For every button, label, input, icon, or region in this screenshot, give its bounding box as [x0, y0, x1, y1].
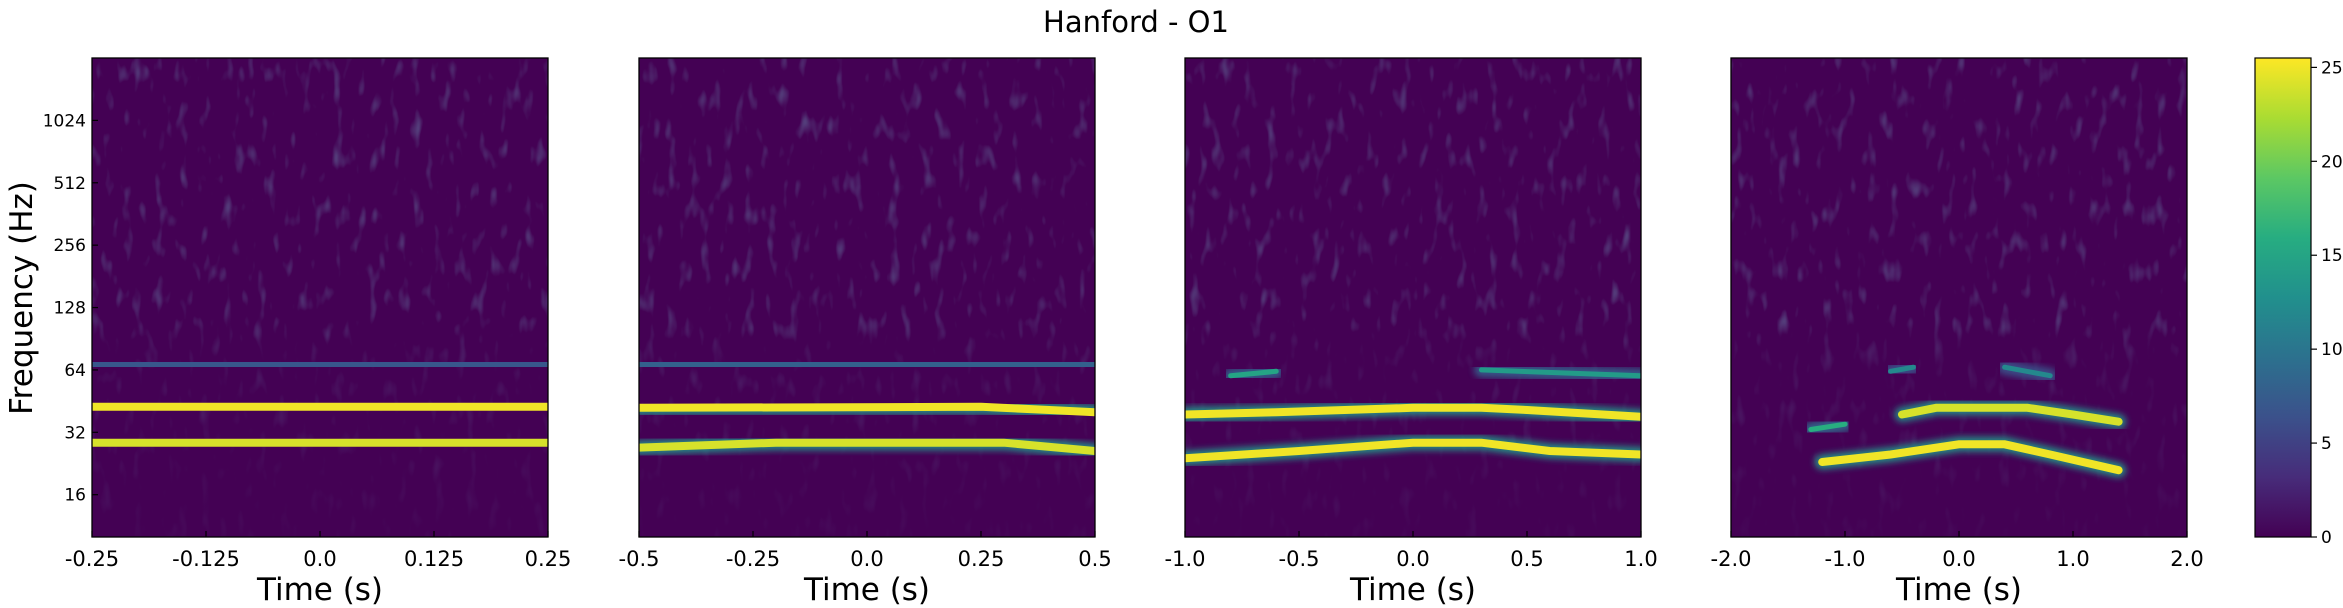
y-tick-label: 128	[54, 299, 86, 319]
colorbar-tick-label: 0	[2321, 528, 2332, 548]
panels-group: -0.25 -0.125 0.0 0.125 0.25 Time (s) 16 32 64 128…	[43, 57, 2204, 608]
x-tick-label: 0.0	[1396, 547, 1429, 571]
colorbar-tick-label: 15	[2321, 246, 2343, 266]
signal-band	[1818, 440, 2123, 475]
x-tick-label: -1.0	[1825, 547, 1866, 571]
x-tick-label: 1.0	[1624, 547, 1657, 571]
x-axis-label: Time (s)	[803, 572, 930, 608]
figure-title: Hanford - O1	[1043, 5, 1229, 39]
colorbar-gradient	[2254, 57, 2312, 538]
colorbar-tick-label: 10	[2321, 340, 2343, 360]
y-tick-label: 32	[64, 423, 86, 443]
x-tick-label: 1.0	[2056, 547, 2089, 571]
x-tick-label: -0.25	[65, 547, 119, 571]
low-frequency-fade	[1731, 58, 2187, 537]
x-axis-label: Time (s)	[256, 572, 383, 608]
x-tick-label: -0.5	[1279, 547, 1320, 571]
x-tick-label: -1.0	[1165, 547, 1206, 571]
y-axis-label: Frequency (Hz)	[4, 181, 40, 415]
x-tick-label: 0.25	[525, 547, 572, 571]
x-axis-label: Time (s)	[1349, 572, 1476, 608]
x-tick-label: 0.0	[1942, 547, 1975, 571]
signal-band	[2002, 364, 2053, 379]
x-tick-label: 2.0	[2170, 547, 2203, 571]
spectrogram-panel-1: -0.25 -0.125 0.0 0.125 0.25 Time (s) 16 32 64 128…	[43, 57, 572, 608]
signal-band	[639, 438, 1095, 455]
x-tick-label: -0.25	[726, 547, 780, 571]
colorbar-tick-label: 20	[2321, 152, 2343, 172]
colorbar: 0 5 10 15 20 25	[2254, 57, 2343, 548]
x-tick-label: 0.0	[850, 547, 883, 571]
spectrogram-panel-3: -1.0 -0.5 0.0 0.5 1.0 Time (s)	[1165, 57, 1658, 608]
spectrogram-panel-4: -2.0 -1.0 0.0 1.0 2.0 Time (s)	[1711, 57, 2204, 608]
x-tick-label: 0.25	[958, 547, 1005, 571]
signal-band	[1888, 364, 1916, 374]
signal-band	[1228, 368, 1279, 379]
signal-band	[639, 402, 1095, 417]
y-tick-label: 16	[64, 486, 86, 506]
x-tick-label: -0.125	[172, 547, 240, 571]
x-tick-label: 0.0	[303, 547, 336, 571]
y-tick-label: 256	[54, 236, 86, 256]
spectrogram-panel-2: -0.5 -0.25 0.0 0.25 0.5 Time (s)	[619, 57, 1112, 608]
low-frequency-fade	[92, 58, 548, 537]
x-tick-label: 0.125	[404, 547, 464, 571]
low-frequency-fade	[639, 58, 1095, 537]
colorbar-tick-label: 25	[2321, 58, 2343, 78]
signal-band	[1185, 403, 1641, 421]
y-tick-label: 64	[64, 361, 86, 381]
colorbar-tick-label: 5	[2321, 434, 2332, 454]
signal-band	[1898, 403, 2123, 426]
y-tick-label: 512	[54, 174, 86, 194]
x-tick-label: -0.5	[619, 547, 660, 571]
signal-band	[1478, 367, 1641, 379]
x-tick-label: 0.5	[1510, 547, 1543, 571]
x-tick-label: -2.0	[1711, 547, 1752, 571]
low-frequency-fade	[1185, 58, 1641, 537]
x-axis-label: Time (s)	[1895, 572, 2022, 608]
y-tick-label: 1024	[43, 111, 86, 131]
x-tick-label: 0.5	[1078, 547, 1111, 571]
signal-band	[1185, 438, 1641, 463]
signal-band	[1808, 421, 1848, 432]
